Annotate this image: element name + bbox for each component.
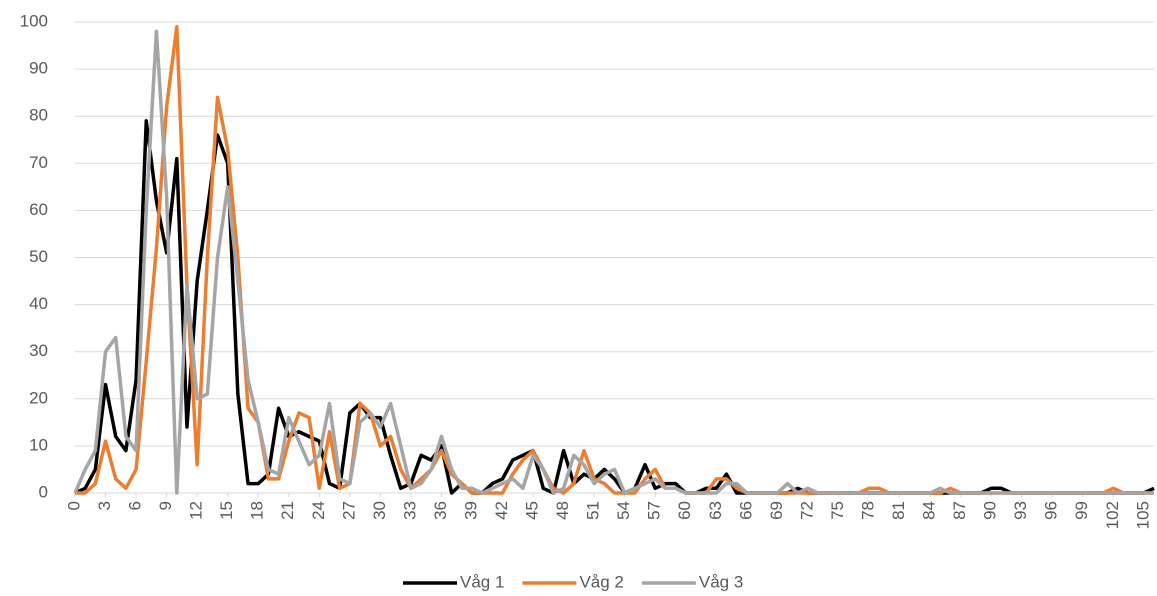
x-tick-label: 0	[64, 501, 83, 510]
data-line	[74, 119, 1155, 495]
x-tick-label: 75	[828, 501, 847, 520]
x-tick-label: 63	[706, 501, 725, 520]
x-tick-label: 105	[1133, 501, 1152, 529]
x-tick-label: 81	[889, 501, 908, 520]
x-tick-label: 36	[431, 501, 450, 520]
y-tick-label: 40	[29, 294, 48, 313]
x-tick-label: 3	[95, 501, 114, 510]
x-tick-label: 93	[1011, 501, 1030, 520]
y-tick-label: 20	[29, 388, 48, 407]
y-tick-label: 90	[29, 59, 48, 78]
x-tick-label: 6	[126, 501, 145, 510]
x-tick-label: 42	[492, 501, 511, 520]
y-tick-label: 50	[29, 247, 48, 266]
x-tick-label: 24	[309, 501, 328, 520]
x-tick-label: 15	[217, 501, 236, 520]
x-tick-label: 9	[156, 501, 175, 510]
y-tick-label: 30	[29, 341, 48, 360]
x-tick-label: 12	[187, 501, 206, 520]
x-tick-label: 48	[553, 501, 572, 520]
x-tick-label: 69	[767, 501, 786, 520]
x-tick-label: 27	[339, 501, 358, 520]
legend-label: Våg 3	[699, 572, 743, 591]
y-tick-label: 60	[29, 200, 48, 219]
y-tick-label: 0	[39, 482, 48, 501]
legend-label: Våg 2	[579, 572, 623, 591]
x-tick-label: 21	[278, 501, 297, 520]
x-tick-label: 78	[858, 501, 877, 520]
x-tick-label: 51	[584, 501, 603, 520]
y-tick-label: 100	[20, 11, 48, 30]
x-tick-label: 45	[523, 501, 542, 520]
x-tick-label: 60	[675, 501, 694, 520]
legend-label: Våg 1	[460, 572, 504, 591]
x-tick-label: 99	[1072, 501, 1091, 520]
x-tick-label: 87	[950, 501, 969, 520]
x-tick-label: 33	[400, 501, 419, 520]
x-tick-label: 66	[736, 501, 755, 520]
legend: Våg 1 Våg 2 Våg 3	[403, 572, 743, 591]
x-tick-label: 57	[645, 501, 664, 520]
x-tick-label: 96	[1042, 501, 1061, 520]
x-tick-label: 18	[248, 501, 267, 520]
x-tick-label: 90	[981, 501, 1000, 520]
y-tick-label: 10	[29, 435, 48, 454]
x-tick-label: 30	[370, 501, 389, 520]
x-tick-label: 84	[920, 501, 939, 520]
x-tick-label: 72	[797, 501, 816, 520]
y-tick-label: 70	[29, 153, 48, 172]
x-tick-label: 39	[461, 501, 480, 520]
x-tick-label: 54	[614, 501, 633, 520]
y-tick-label: 80	[29, 106, 48, 125]
data-line	[73, 29, 1154, 495]
x-tick-label: 102	[1103, 501, 1122, 529]
